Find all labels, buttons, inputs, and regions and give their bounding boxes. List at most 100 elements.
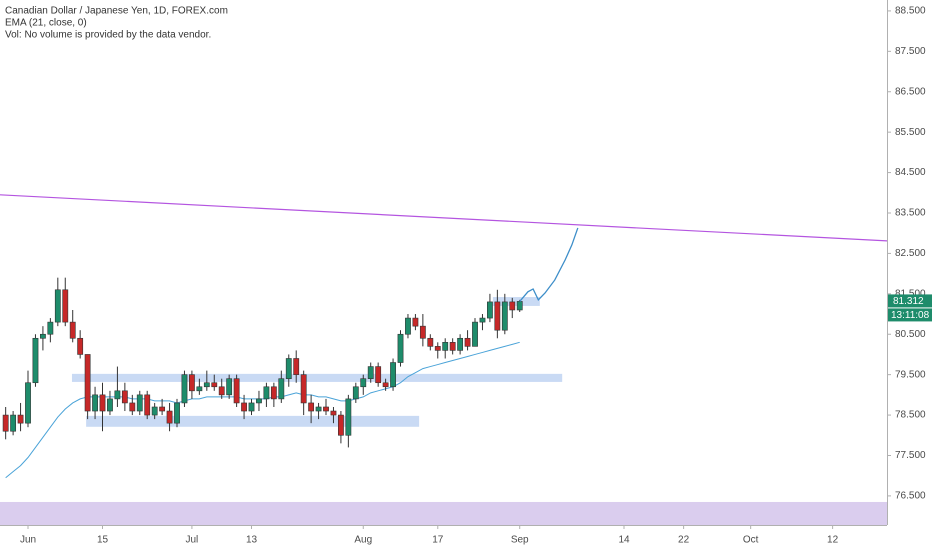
y-tick-label: 86.500	[895, 86, 926, 97]
y-tick-label: 85.500	[895, 127, 926, 138]
candle-body	[516, 301, 523, 311]
candle-body	[233, 378, 240, 404]
candle-body	[457, 337, 464, 351]
candle-body	[501, 301, 508, 331]
candle-body	[479, 317, 486, 323]
candle-body	[241, 402, 247, 412]
candle-body	[442, 342, 449, 351]
candle-body	[375, 366, 382, 384]
candle-body	[367, 366, 374, 379]
candle-body	[40, 333, 46, 339]
trend-line	[0, 194, 887, 242]
candle-body	[464, 337, 471, 347]
candle-body	[181, 374, 188, 404]
candle-body	[487, 301, 493, 319]
candle-body	[263, 386, 270, 400]
candle-body	[226, 378, 233, 396]
candle-body	[114, 390, 121, 400]
candle-body	[121, 390, 128, 404]
candle-body	[494, 301, 501, 331]
candle-body	[84, 354, 91, 412]
y-tick-label: 83.500	[895, 208, 926, 219]
x-tick-label: Jun	[20, 535, 36, 546]
candle-body	[449, 342, 456, 351]
x-tick-label: Sep	[511, 535, 529, 546]
candle-body	[17, 414, 24, 424]
zone	[0, 501, 887, 525]
y-tick-label: 77.500	[895, 450, 926, 461]
plot-content	[0, 194, 887, 525]
x-tick-label: 14	[618, 535, 630, 546]
y-tick-label: 78.500	[895, 410, 926, 421]
candle-body	[25, 382, 31, 424]
candle-body	[203, 382, 210, 388]
x-tick-label: 15	[97, 535, 109, 546]
candle-body	[54, 289, 61, 323]
candle-body	[99, 394, 106, 412]
candle-body	[218, 386, 225, 396]
x-tick-label: Oct	[743, 535, 759, 546]
candle-body	[360, 378, 367, 388]
x-tick-label: 12	[827, 535, 839, 546]
candle-body	[211, 382, 218, 388]
candle-body	[2, 414, 9, 432]
x-tick-label: Jul	[186, 535, 199, 546]
candle-body	[293, 358, 300, 375]
candle-body	[390, 362, 396, 388]
countdown-box	[888, 308, 932, 322]
y-tick-label: 87.500	[895, 46, 926, 57]
candle-body	[405, 317, 411, 335]
candle-body	[397, 333, 404, 363]
candle-body	[62, 289, 69, 323]
candle-body	[47, 321, 54, 335]
ema-line	[5, 341, 520, 479]
candle-body	[285, 358, 292, 379]
y-tick-label: 81.500	[895, 288, 926, 299]
candle-body	[151, 406, 158, 416]
candle-body	[308, 402, 315, 412]
candle-body	[352, 386, 359, 400]
last-price-label: 81.312	[893, 296, 924, 307]
zone	[71, 373, 563, 382]
candle-body	[278, 378, 285, 400]
candle-body	[419, 325, 426, 339]
candle-body	[166, 410, 173, 424]
x-tick-label: 22	[678, 535, 690, 546]
candle-body	[330, 410, 337, 416]
x-tick-label: Aug	[354, 535, 372, 546]
candle-body	[32, 337, 39, 384]
candle-body	[159, 406, 166, 412]
candle-body	[427, 337, 434, 347]
candle-body	[196, 386, 203, 392]
candle-body	[412, 317, 419, 327]
y-tick-label: 80.500	[895, 329, 926, 340]
candle-body	[382, 382, 389, 388]
last-price-box	[888, 294, 932, 308]
candle-body	[10, 414, 17, 432]
candle-body	[69, 321, 76, 339]
candle-body	[338, 414, 344, 436]
zone	[492, 297, 540, 306]
symbol-title: Canadian Dollar / Japanese Yen, 1D, FORE…	[5, 6, 228, 17]
x-tick-label: 13	[246, 535, 258, 546]
candle-body	[77, 337, 84, 355]
candle-body	[509, 301, 516, 311]
candle-body	[107, 398, 113, 412]
candle-body	[472, 321, 478, 347]
plot-area	[0, 194, 887, 525]
y-tick-label: 82.500	[895, 248, 926, 259]
candle-body	[323, 406, 329, 412]
candle-body	[248, 402, 255, 412]
candle-body	[189, 374, 195, 392]
x-tick-label: 17	[432, 535, 444, 546]
candle-body	[345, 398, 352, 436]
y-tick-label: 76.500	[895, 491, 926, 502]
candle-body	[434, 346, 441, 351]
y-tick-label: 88.500	[895, 6, 926, 17]
y-tick-label: 79.500	[895, 369, 926, 380]
candle-body	[174, 402, 180, 424]
candle-body	[270, 386, 277, 400]
candle-body	[129, 402, 136, 412]
